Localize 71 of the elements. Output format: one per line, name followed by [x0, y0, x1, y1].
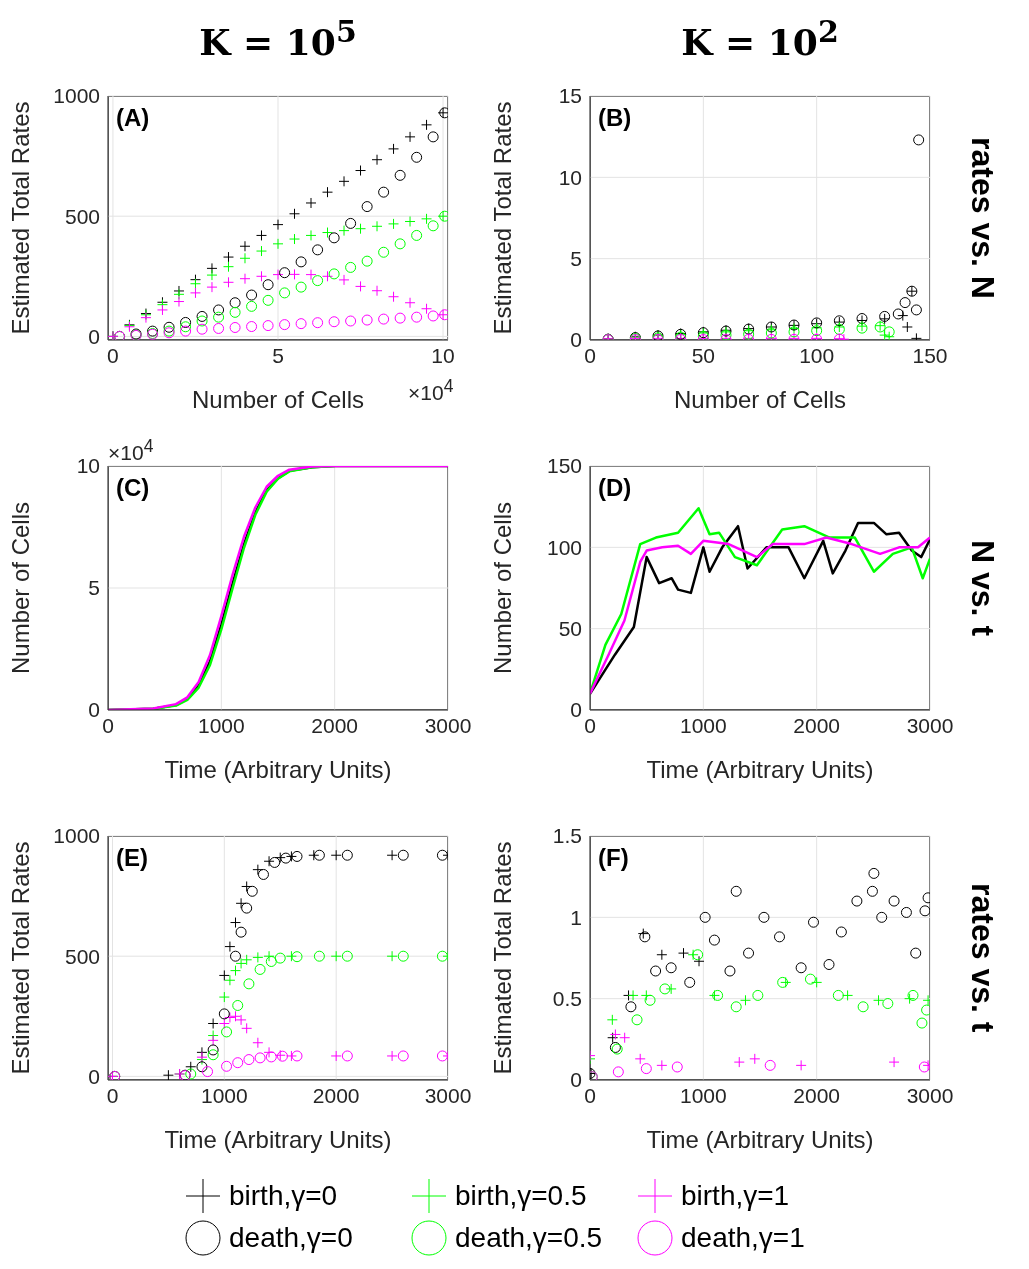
annotation: (E)	[116, 844, 148, 872]
x-axis-title: Number of Cells	[673, 386, 847, 413]
chart-title: K = 10$^{2}$	[680, 14, 840, 63]
text: ×10$^{4}$	[108, 436, 154, 465]
x-tick-label: 3000	[424, 713, 472, 737]
legend-label: birth,γ=0	[229, 1180, 338, 1212]
y-axis-title: Estimated Total Rates	[488, 841, 516, 1075]
y-tick-label: 5	[570, 247, 582, 271]
x-tick-label: 0	[107, 343, 119, 367]
y-tick-label: 0.5	[552, 987, 582, 1011]
y-tick-label: 1000	[53, 84, 100, 108]
text: ×10$^{4}$	[408, 376, 454, 405]
x-tick-label: 10	[431, 343, 455, 367]
legend-label: birth,γ=1	[681, 1180, 790, 1212]
y-tick-label: 10	[558, 165, 582, 189]
y-tick-label: 0	[88, 1064, 100, 1088]
x-tick-label: 1000	[679, 1083, 727, 1107]
y-axis-title: Estimated Total Rates	[6, 101, 34, 335]
annotation: (D)	[598, 474, 632, 502]
x-tick-label: 3000	[906, 1083, 954, 1107]
legend-label: death,γ=1	[681, 1222, 805, 1254]
x-tick-label: 2000	[312, 1083, 360, 1107]
x-tick-label: 1000	[197, 713, 245, 737]
text: rates vs. N	[964, 136, 1001, 301]
annotation: (C)	[116, 474, 150, 502]
x-tick-label: 0	[106, 1083, 119, 1107]
y-tick-label: 0	[88, 698, 100, 722]
x-axis-title: Time (Arbitrary Units)	[164, 756, 392, 783]
x-tick-label: 2000	[793, 1083, 841, 1107]
y-tick-label: 1	[570, 905, 582, 929]
y-tick-label: 10	[76, 454, 100, 478]
x-tick-label: 1000	[200, 1083, 248, 1107]
y-tick-label: 15	[558, 84, 582, 108]
y-tick-label: 50	[558, 617, 582, 641]
y-axis-title: Estimated Total Rates	[6, 841, 34, 1075]
x-tick-label: 100	[799, 343, 835, 367]
x-tick-label: 1000	[679, 713, 727, 737]
y-tick-label: 0	[88, 324, 100, 348]
x-tick-label: 3000	[906, 713, 954, 737]
legend-label: death,γ=0	[229, 1222, 353, 1254]
y-tick-label: 0	[570, 1068, 582, 1092]
x-tick-label: 2000	[793, 713, 841, 737]
x-tick-label: 50	[691, 343, 716, 367]
y-tick-label: 0	[570, 698, 582, 722]
text: rates vs. t	[964, 882, 1001, 1035]
y-tick-label: 500	[64, 204, 100, 228]
x-axis-title: Number of Cells	[191, 386, 365, 413]
y-tick-label: 1.5	[552, 824, 582, 848]
y-tick-label: 500	[64, 944, 100, 968]
y-tick-label: 150	[546, 454, 582, 478]
x-axis-title: Time (Arbitrary Units)	[646, 1126, 874, 1153]
x-tick-label: 150	[912, 343, 948, 367]
y-axis-title: Number of Cells	[488, 501, 516, 675]
chart-title: K = 10$^{5}$	[198, 14, 358, 63]
x-tick-label: 2000	[311, 713, 359, 737]
x-axis-title: Time (Arbitrary Units)	[164, 1126, 392, 1153]
legend-label: birth,γ=0.5	[455, 1180, 587, 1212]
x-axis-title: Time (Arbitrary Units)	[646, 756, 874, 783]
annotation: (A)	[116, 104, 150, 132]
y-tick-label: 5	[88, 576, 100, 600]
annotation: (B)	[598, 104, 632, 132]
legend-label: death,γ=0.5	[455, 1222, 603, 1254]
y-tick-label: 0	[570, 328, 582, 352]
y-tick-label: 100	[546, 535, 582, 559]
x-tick-label: 3000	[424, 1083, 472, 1107]
y-axis-title: Number of Cells	[6, 501, 34, 675]
y-tick-label: 1000	[53, 824, 100, 848]
annotation: (F)	[598, 844, 629, 872]
x-tick-label: 5	[272, 343, 284, 367]
y-axis-title: Estimated Total Rates	[488, 101, 516, 335]
text: N vs. t	[964, 539, 1001, 638]
